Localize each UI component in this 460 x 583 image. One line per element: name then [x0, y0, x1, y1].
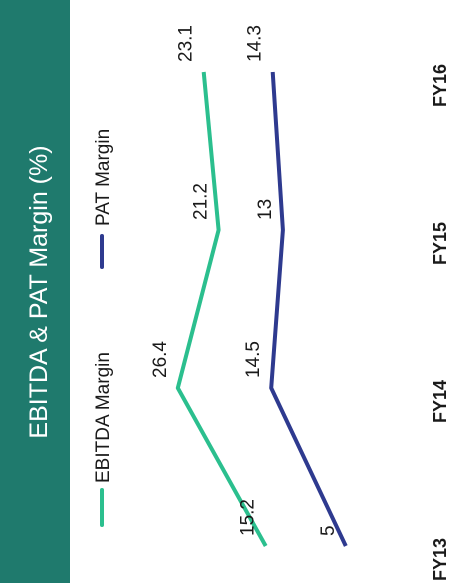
legend: EBITDA Margin PAT Margin [93, 129, 114, 527]
legend-label: PAT Margin [93, 129, 114, 226]
series-lines [175, 71, 348, 547]
title-band [0, 0, 70, 583]
series-line-2 [269, 71, 348, 547]
x-tick-label: FY16 [430, 64, 450, 107]
x-tick-label: FY13 [430, 538, 450, 581]
x-axis-ticks: FY13 FY14 FY15 FY16 [430, 64, 450, 581]
data-label: 14.3 [245, 25, 266, 62]
data-label: 21.2 [191, 183, 212, 220]
chart-title: EBITDA & PAT Margin (%) [25, 145, 53, 438]
data-label: 26.4 [150, 341, 171, 378]
series-line-1 [175, 71, 268, 547]
data-label: 15.2 [238, 499, 259, 536]
x-tick-label: FY15 [430, 222, 450, 265]
legend-label: EBITDA Margin [93, 352, 114, 483]
data-label: 23.1 [176, 25, 197, 62]
data-labels: 15.2 26.4 21.2 23.1 5 14.5 13 14.3 [150, 25, 339, 536]
data-label: 5 [318, 525, 339, 536]
data-label: 13 [255, 199, 276, 220]
data-label: 14.5 [243, 341, 264, 378]
x-tick-label: FY14 [430, 380, 450, 423]
